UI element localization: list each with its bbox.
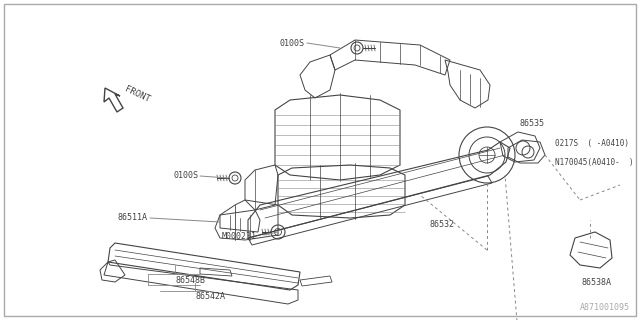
Text: FRONT: FRONT: [123, 84, 151, 104]
Text: N170045(A0410-  ): N170045(A0410- ): [555, 158, 634, 167]
Text: 0217S  ( -A0410): 0217S ( -A0410): [555, 139, 629, 148]
Text: 86535: 86535: [520, 118, 545, 127]
Text: 86532: 86532: [430, 220, 455, 229]
Text: 86538A: 86538A: [582, 278, 612, 287]
Text: 86511A: 86511A: [118, 213, 148, 222]
Text: 86542A: 86542A: [195, 292, 225, 301]
Text: 0100S: 0100S: [280, 38, 305, 47]
Text: A871001095: A871001095: [580, 303, 630, 312]
Text: 86548B: 86548B: [175, 276, 205, 285]
Polygon shape: [104, 88, 123, 112]
Text: 0100S: 0100S: [173, 172, 198, 180]
Text: M000231: M000231: [222, 232, 257, 241]
